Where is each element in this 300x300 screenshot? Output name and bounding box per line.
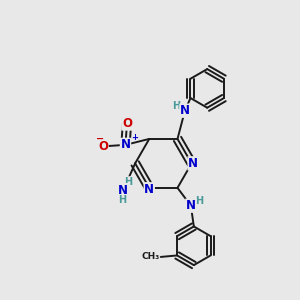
Text: N: N (180, 104, 190, 117)
Text: N: N (118, 184, 128, 196)
Text: H: H (124, 177, 132, 187)
Text: H: H (195, 196, 203, 206)
Text: O: O (122, 117, 132, 130)
Text: CH₃: CH₃ (141, 252, 159, 261)
Text: N: N (186, 199, 196, 212)
Text: N: N (121, 138, 130, 152)
Text: N: N (144, 183, 154, 196)
Text: N: N (188, 157, 198, 170)
Text: +: + (131, 133, 138, 142)
Text: H: H (172, 101, 181, 111)
Text: −: − (96, 134, 104, 144)
Text: O: O (98, 140, 108, 153)
Text: H: H (118, 195, 126, 205)
